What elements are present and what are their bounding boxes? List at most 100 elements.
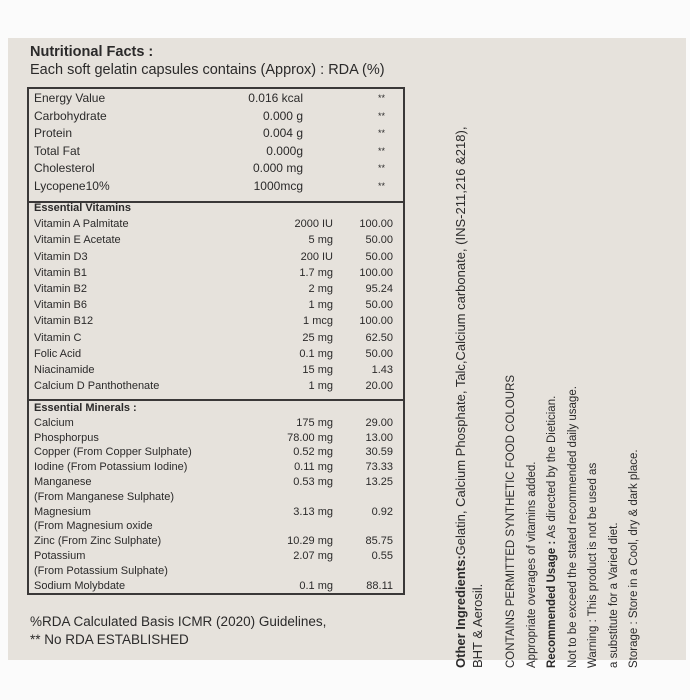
- nutrient-name: Lycopene10%: [34, 178, 110, 193]
- nutrient-amount: 0.000 mg: [252, 161, 303, 175]
- nutrient-name: (From Magnesium oxide: [34, 520, 153, 533]
- table-row: Niacinamide 15 mg 1.43: [29, 363, 403, 379]
- nutrient-name: Vitamin D3: [34, 250, 88, 263]
- footnote-rda: %RDA Calculated Basis ICMR (2020) Guidel…: [30, 614, 327, 629]
- ingredients-line-2: BHT & Aerosil.: [470, 583, 485, 668]
- table-row: Energy Value 0.016 kcal **: [29, 89, 403, 107]
- nutrient-rda: 1.43: [371, 363, 393, 376]
- nutrient-name: Manganese: [34, 475, 92, 488]
- table-row: Iodine (From Potassium Iodine) 0.11 mg 73.…: [29, 460, 403, 475]
- table-row: Vitamin C 25 mg 62.50: [29, 331, 403, 347]
- table-row: Carbohydrate 0.000 g **: [29, 107, 403, 125]
- nutrient-rda: 50.00: [365, 347, 393, 360]
- nutrient-rda: 0.55: [371, 549, 393, 562]
- table-row: Vitamin E Acetate 5 mg 50.00: [29, 233, 403, 249]
- nutrient-name: Calcium D Panthothenate: [34, 380, 160, 393]
- nutrient-amount: 200 IU: [300, 250, 333, 263]
- table-row: Vitamin D3 200 IU 50.00: [29, 250, 403, 266]
- warning-note-2: a substitute for a Varied diet.: [607, 522, 620, 668]
- ingredients-line: Other Ingredients:Gelatin, Calcium Phosp…: [453, 126, 468, 668]
- nutrient-rda: 100.00: [359, 218, 393, 231]
- nutrient-amount: 5 mg: [308, 234, 333, 247]
- nutrient-name: Carbohydrate: [34, 108, 107, 123]
- nutrient-amount: 0.016 kcal: [248, 91, 303, 105]
- nutrient-name: Vitamin C: [34, 331, 82, 344]
- nutrition-subtitle: Each soft gelatin capsules contains (App…: [30, 62, 385, 78]
- table-row: (From Potassium Sulphate): [29, 564, 403, 579]
- nutrient-rda: 50.00: [365, 250, 393, 263]
- nutrient-name: Vitamin B6: [34, 299, 87, 312]
- nutrient-name: Zinc (From Zinc Sulphate): [34, 535, 162, 548]
- nutrient-name: Energy Value: [34, 91, 106, 105]
- nutrient-name: Cholesterol: [34, 161, 95, 175]
- table-row: Vitamin B6 1 mg 50.00: [29, 298, 403, 314]
- table-row: Calcium D Panthothenate 1 mg 20.00: [29, 379, 403, 395]
- nutrient-amount: 25 mg: [302, 331, 333, 344]
- nutrient-name: Folic Acid: [34, 347, 82, 360]
- table-row: Calcium 175 mg 29.00: [29, 416, 403, 431]
- minerals-heading: Essential Minerals :: [34, 402, 137, 414]
- table-row: Zinc (From Zinc Sulphate) 10.29 mg 85.75: [29, 534, 403, 549]
- vitamins-section: Essential Vitamins Vitamin A Palmitate 20…: [29, 201, 403, 401]
- nutrient-name: Phosphorpus: [34, 431, 99, 444]
- nutrient-rda: 100.00: [359, 315, 393, 328]
- nutrient-rda: **: [377, 110, 385, 121]
- table-row: Cholesterol 0.000 mg **: [29, 159, 403, 177]
- table-row: Potassium 2.07 mg 0.55: [29, 549, 403, 564]
- nutrition-table: Energy Value 0.016 kcal ** Carbohydrate 0.00…: [27, 87, 405, 595]
- nutrient-rda: 13.00: [365, 431, 393, 444]
- table-row: Phosphorpus 78.00 mg 13.00: [29, 431, 403, 446]
- nutrient-name: Magnesium: [34, 505, 91, 518]
- nutrient-rda: **: [377, 128, 385, 138]
- nutrient-amount: 1 mg: [308, 299, 333, 312]
- nutrient-rda: 95.24: [365, 282, 393, 295]
- nutrient-amount: 0.1 mg: [299, 347, 333, 360]
- nutrient-name: Niacinamide: [34, 363, 95, 376]
- nutrient-amount: 2 mg: [308, 282, 333, 295]
- nutrient-rda: 100.00: [359, 266, 393, 279]
- nutrient-rda: 0.92: [371, 505, 393, 518]
- nutrient-amount: 1.7 mg: [299, 266, 333, 279]
- nutrient-name: Potassium: [34, 549, 86, 562]
- table-row: Copper (From Copper Sulphate) 0.52 mg 30.5…: [29, 445, 403, 460]
- table-row: Magnesium 3.13 mg 0.92: [29, 505, 403, 520]
- nutrient-amount: 0.1 mg: [299, 579, 333, 592]
- table-row: Vitamin B12 1 mcg 100.00: [29, 314, 403, 330]
- vitamins-heading: Essential Vitamins: [34, 202, 132, 214]
- nutrient-name: Copper (From Copper Sulphate): [34, 446, 192, 459]
- product-label: [8, 38, 686, 660]
- nutrient-name: (From Manganese Sulphate): [34, 490, 175, 503]
- nutrient-rda: 20.00: [365, 380, 393, 393]
- nutrient-rda: 85.75: [365, 535, 393, 548]
- nutrient-rda: 88.11: [366, 579, 393, 592]
- colours-note: CONTAINS PERMITTED SYNTHETIC FOOD COLOUR…: [505, 374, 517, 668]
- table-row: Total Fat 0.000g **: [29, 142, 403, 160]
- usage-note: Recommended Usage : As directed by the D…: [546, 395, 558, 668]
- storage-note: Storage : Store in a Cool, dry & dark pl…: [628, 449, 640, 668]
- nutrient-name: Calcium: [34, 416, 74, 429]
- nutrient-name: Vitamin A Palmitate: [34, 218, 129, 231]
- nutrient-amount: 0.004 g: [262, 126, 303, 140]
- nutrient-amount: 2.07 mg: [293, 549, 333, 562]
- nutrient-name: Vitamin E Acetate: [34, 234, 121, 247]
- nutrient-amount: 0.000 g: [262, 108, 303, 123]
- table-row: Manganese 0.53 mg 13.25: [29, 475, 403, 490]
- nutrient-amount: 0.000g: [266, 143, 303, 158]
- warning-note: Warning : This product is not be used as: [587, 462, 599, 668]
- nutrient-rda: 29.00: [365, 416, 393, 429]
- nutrient-amount: 1 mcg: [303, 315, 333, 328]
- nutrient-name: Iodine (From Potassium Iodine): [34, 461, 188, 474]
- nutrient-amount: 0.11 mg: [294, 461, 333, 474]
- nutrient-name: Vitamin B2: [34, 282, 87, 295]
- nutrient-name: Vitamin B12: [34, 315, 94, 328]
- nutrient-amount: 175 mg: [296, 416, 333, 429]
- overages-note: Appropriate overages of vitamins added.: [525, 461, 538, 668]
- nutrient-amount: 0.53 mg: [293, 475, 333, 488]
- table-row: Sodium Molybdate 0.1 mg 88.11: [29, 579, 403, 593]
- nutrient-name: Total Fat: [34, 143, 81, 158]
- nutrient-name: Protein: [34, 126, 73, 140]
- nutrient-rda: 50.00: [365, 234, 393, 247]
- nutrient-amount: 0.52 mg: [293, 446, 333, 459]
- table-row: Lycopene10% 1000mcg **: [29, 177, 403, 195]
- table-row: Vitamin B2 2 mg 95.24: [29, 282, 403, 298]
